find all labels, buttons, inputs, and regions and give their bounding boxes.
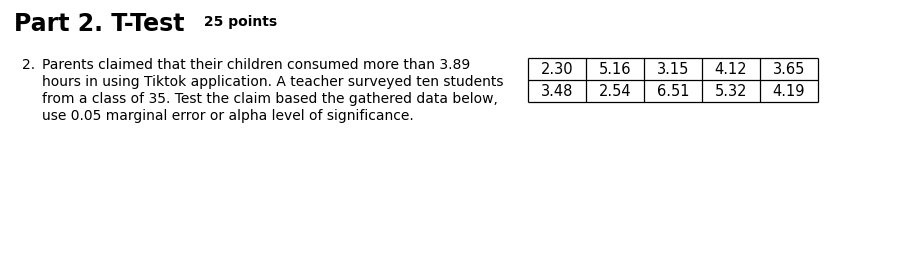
Text: 2.54: 2.54 [598,84,631,99]
Text: 3.65: 3.65 [773,61,805,76]
Text: 6.51: 6.51 [657,84,689,99]
Text: hours in using Tiktok application. A teacher surveyed ten students: hours in using Tiktok application. A tea… [42,75,504,89]
Text: Part 2. T-Test: Part 2. T-Test [14,12,185,36]
Text: use 0.05 marginal error or alpha level of significance.: use 0.05 marginal error or alpha level o… [42,109,414,123]
Text: 4.19: 4.19 [773,84,805,99]
Text: 2.: 2. [22,58,35,72]
Text: from a class of 35. Test the claim based the gathered data below,: from a class of 35. Test the claim based… [42,92,498,106]
Text: 5.16: 5.16 [599,61,631,76]
Text: Parents claimed that their children consumed more than 3.89: Parents claimed that their children cons… [42,58,471,72]
Text: 2.30: 2.30 [540,61,573,76]
Text: 3.48: 3.48 [540,84,573,99]
Text: 25 points: 25 points [199,15,277,29]
Text: 4.12: 4.12 [715,61,747,76]
Text: 3.15: 3.15 [657,61,689,76]
Text: 5.32: 5.32 [715,84,747,99]
